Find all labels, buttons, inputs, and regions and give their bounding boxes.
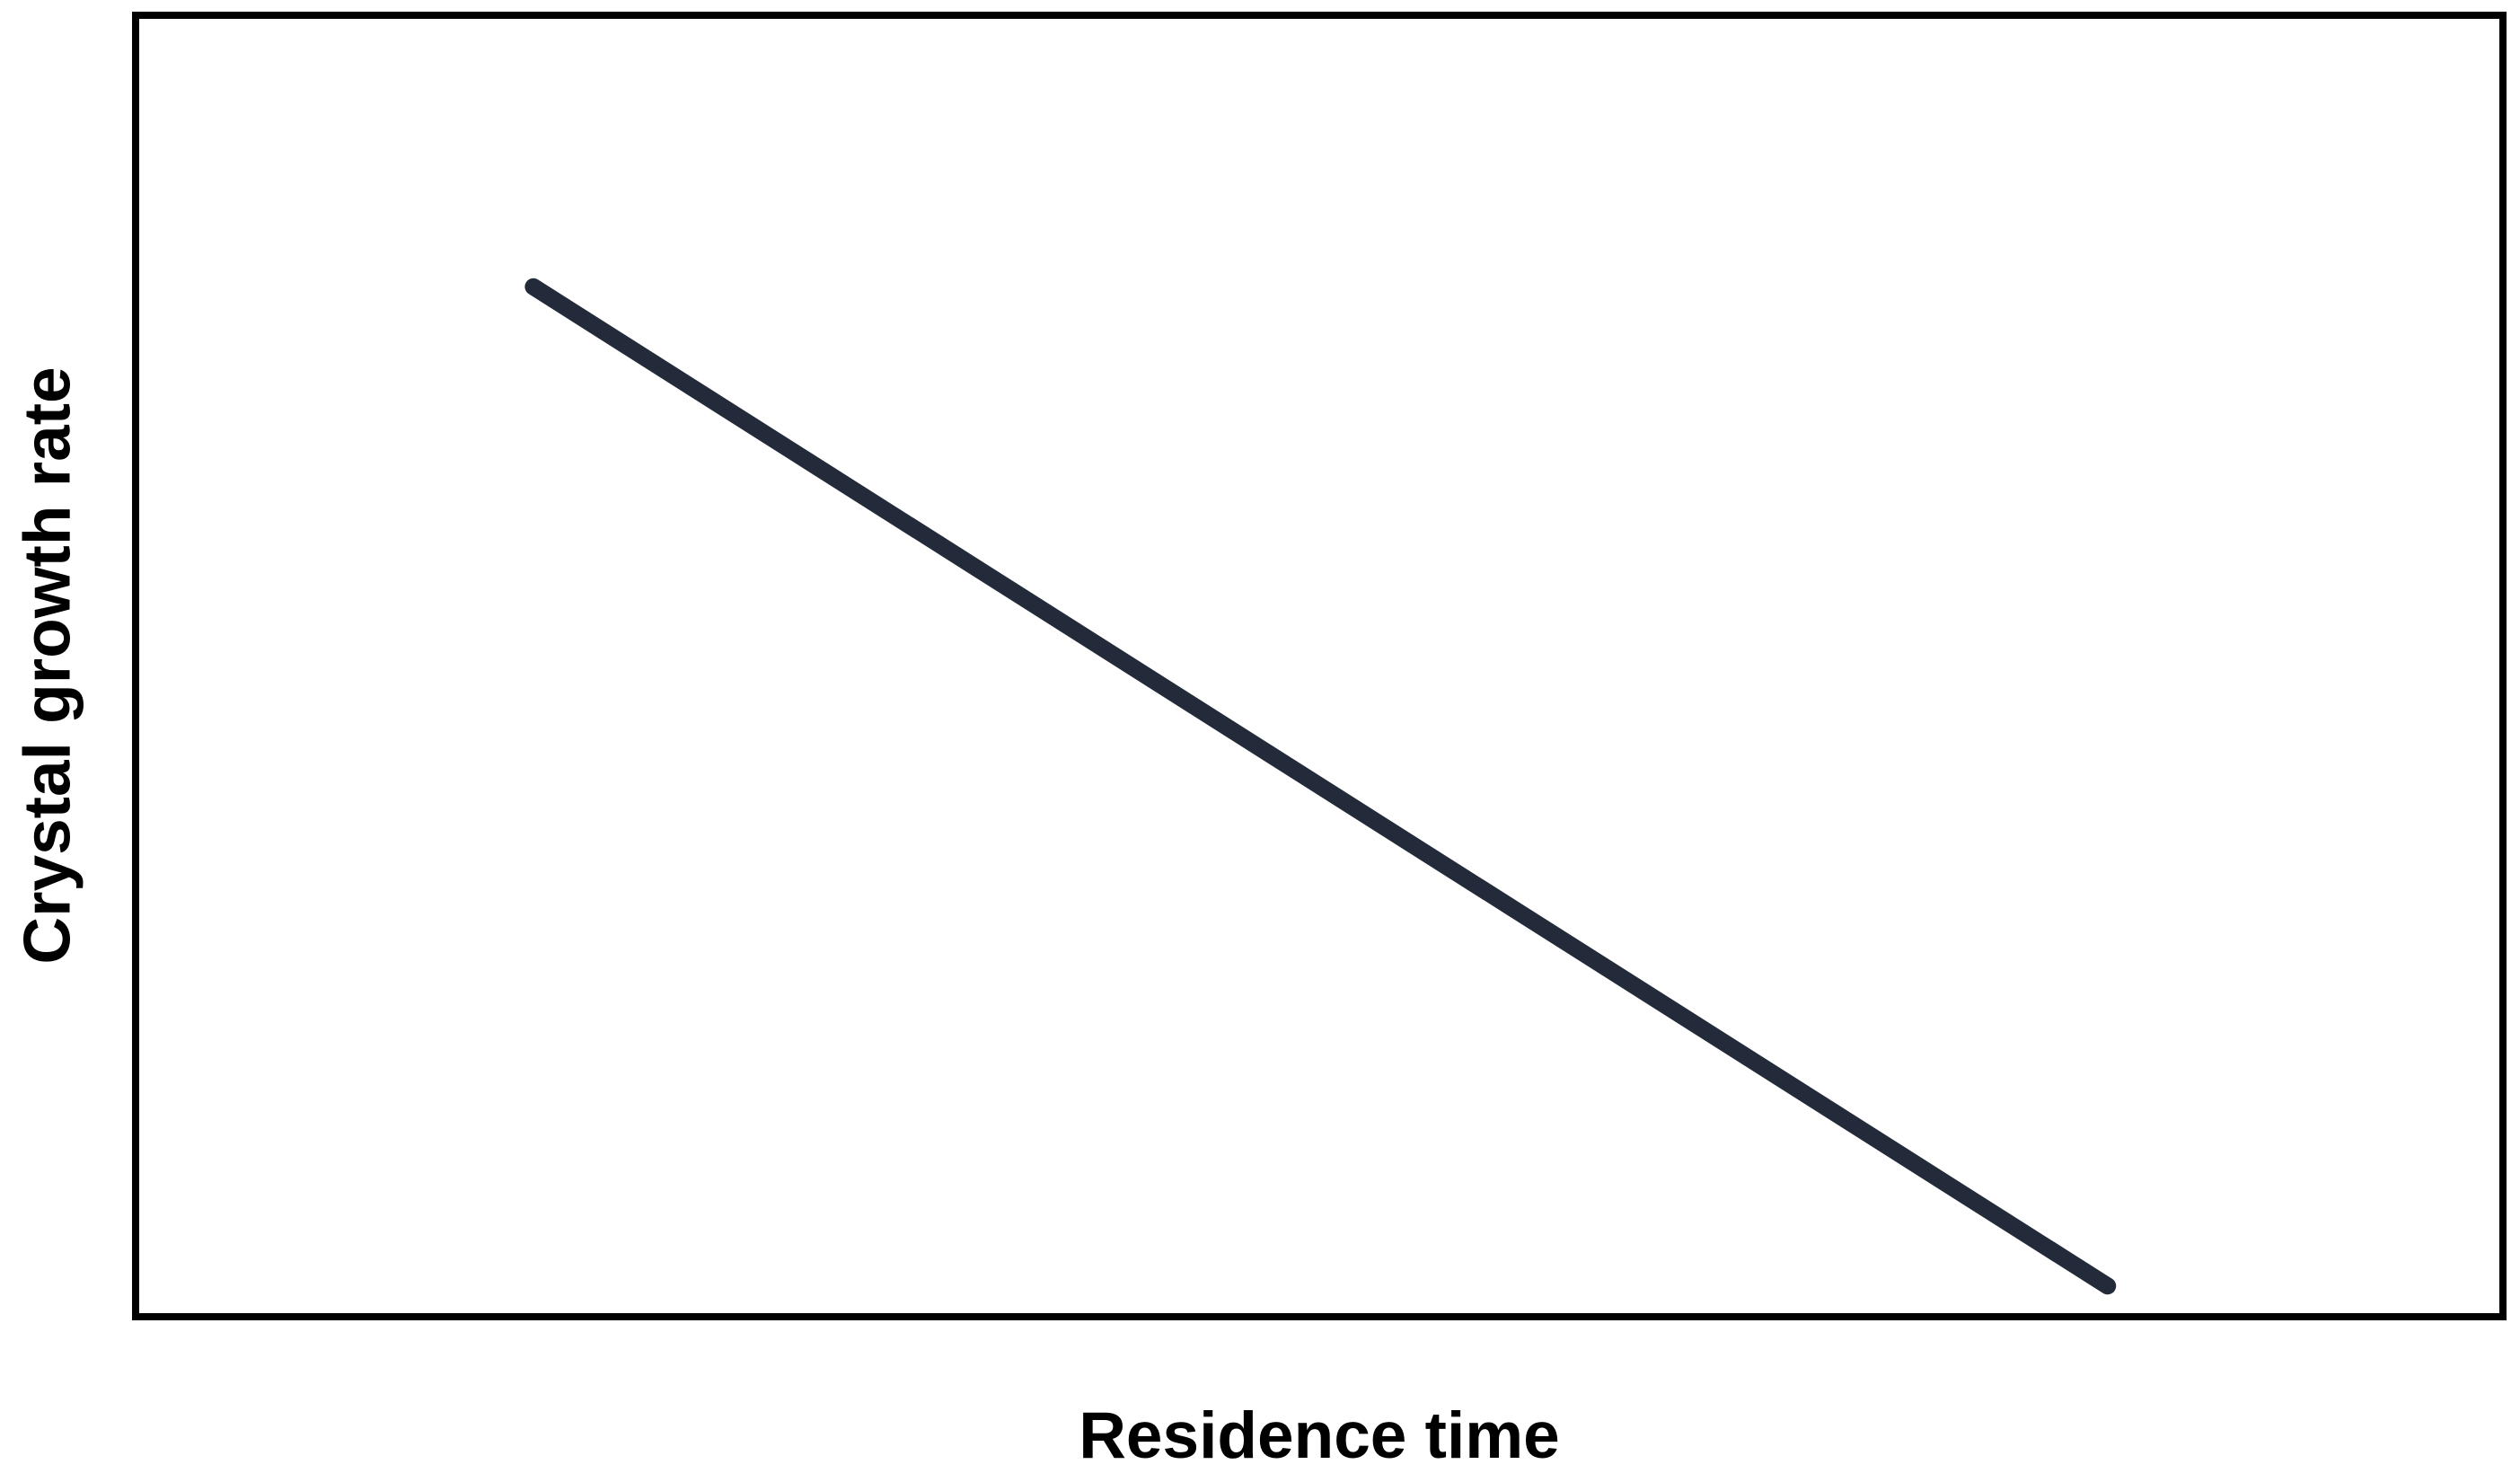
growth-rate-trend-line — [524, 278, 2117, 1295]
plot-canvas — [524, 278, 2117, 1295]
x-axis-label: Residence time — [1079, 1399, 1560, 1472]
plot-area — [132, 12, 2507, 1320]
y-axis-label: Crystal growth rate — [11, 366, 84, 965]
